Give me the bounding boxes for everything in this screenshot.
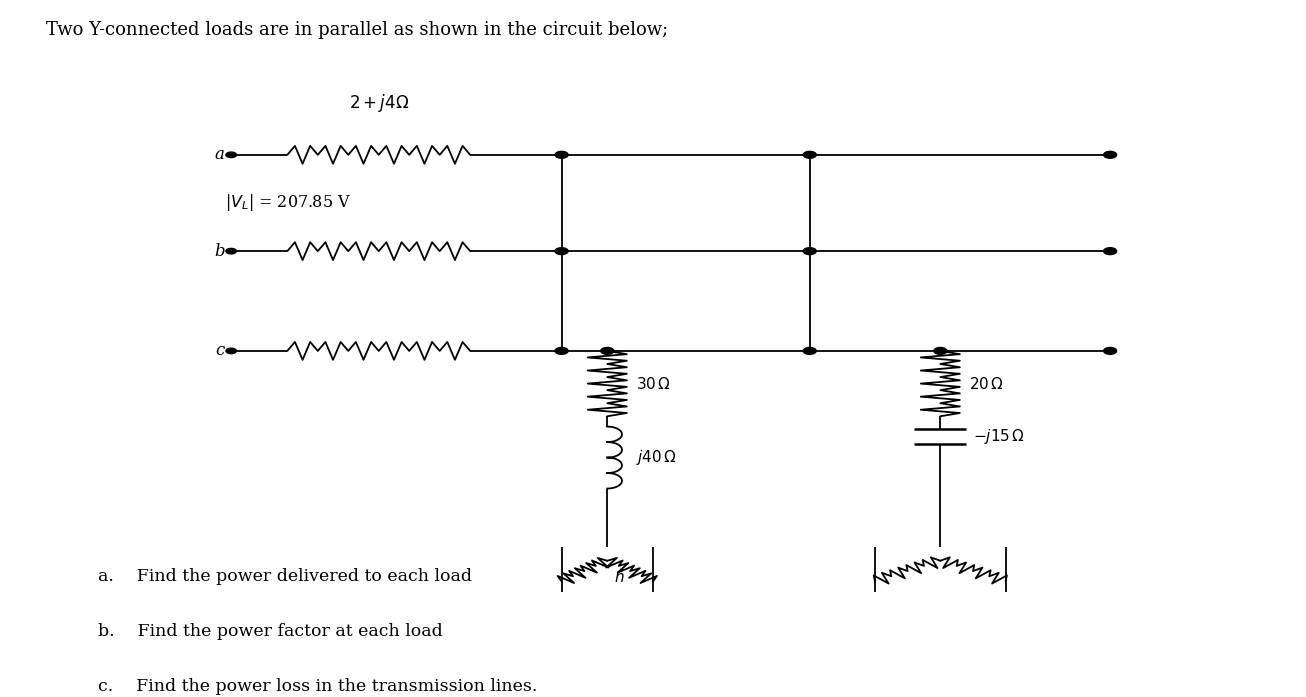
Circle shape <box>555 151 568 158</box>
Circle shape <box>555 247 568 254</box>
Circle shape <box>803 151 816 158</box>
Text: $2 + j4\Omega$: $2 + j4\Omega$ <box>349 91 409 114</box>
Circle shape <box>555 348 568 354</box>
Circle shape <box>226 152 236 158</box>
Text: $n$: $n$ <box>614 571 624 585</box>
Text: b: b <box>214 243 225 260</box>
Text: b.  Find the power factor at each load: b. Find the power factor at each load <box>98 622 443 640</box>
Text: |$V_L$| = 207.85 V: |$V_L$| = 207.85 V <box>225 192 351 213</box>
Circle shape <box>226 348 236 353</box>
Text: $30\,\Omega$: $30\,\Omega$ <box>636 376 671 392</box>
Circle shape <box>1104 151 1117 158</box>
Circle shape <box>226 248 236 254</box>
Circle shape <box>601 348 614 354</box>
Text: $20\,\Omega$: $20\,\Omega$ <box>969 376 1004 392</box>
Circle shape <box>803 247 816 254</box>
Text: c.  Find the power loss in the transmission lines.: c. Find the power loss in the transmissi… <box>98 677 537 695</box>
Text: c: c <box>215 342 225 360</box>
Text: a.  Find the power delivered to each load: a. Find the power delivered to each load <box>98 567 471 585</box>
Circle shape <box>1104 247 1117 254</box>
Circle shape <box>1104 348 1117 354</box>
Text: Two Y-connected loads are in parallel as shown in the circuit below;: Two Y-connected loads are in parallel as… <box>46 21 667 38</box>
Text: $j40\,\Omega$: $j40\,\Omega$ <box>636 448 677 467</box>
Circle shape <box>803 348 816 354</box>
Text: a: a <box>214 146 225 163</box>
Circle shape <box>934 348 947 354</box>
Text: $-j15\,\Omega$: $-j15\,\Omega$ <box>973 427 1025 445</box>
